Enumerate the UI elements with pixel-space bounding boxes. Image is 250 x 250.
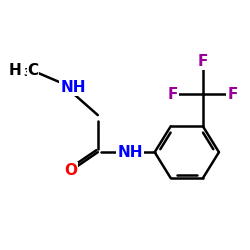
Text: NH: NH [117, 145, 143, 160]
Text: C: C [28, 63, 38, 78]
Text: NH: NH [60, 80, 86, 96]
Text: H: H [9, 63, 22, 78]
Text: F: F [168, 86, 178, 102]
Text: F: F [227, 86, 238, 102]
Text: O: O [64, 163, 77, 178]
Text: 3: 3 [24, 68, 31, 78]
Text: F: F [198, 54, 208, 70]
